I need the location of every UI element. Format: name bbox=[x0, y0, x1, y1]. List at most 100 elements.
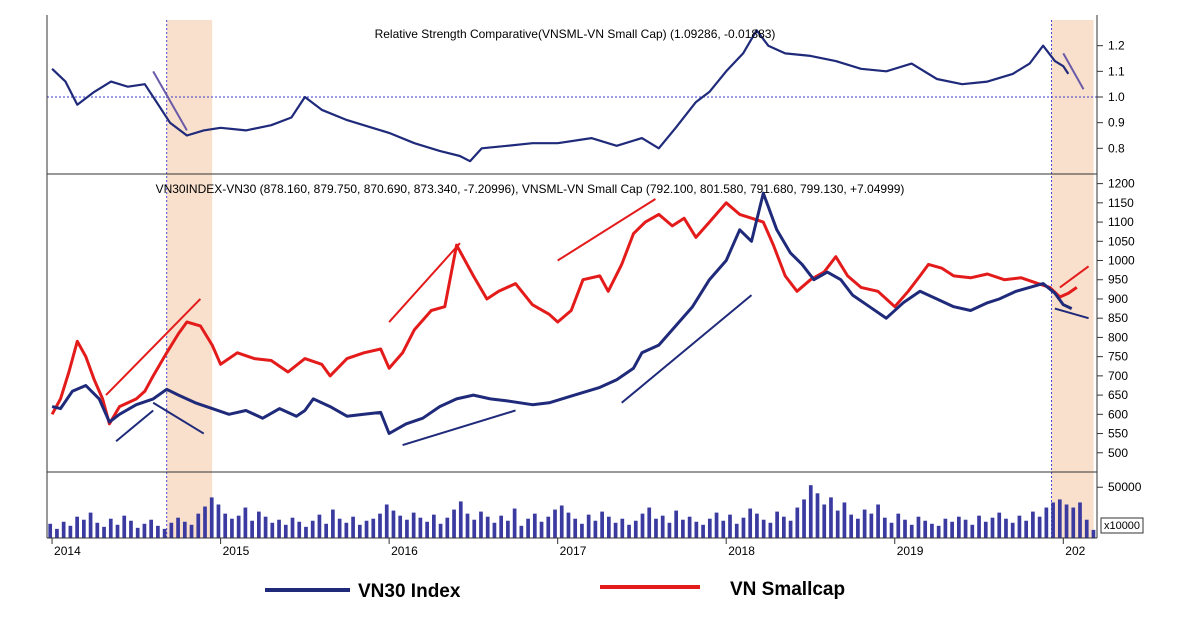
price-trendline-6 bbox=[402, 409, 516, 447]
volume-bar bbox=[236, 515, 241, 538]
volume-bar bbox=[492, 522, 497, 538]
volume-bar bbox=[546, 516, 551, 538]
volume-bar bbox=[102, 526, 106, 538]
rs-ytick-label: 1.1 bbox=[1108, 64, 1125, 78]
volume-bar bbox=[243, 507, 248, 538]
volume-bar bbox=[458, 501, 463, 538]
volume-bar bbox=[203, 506, 207, 538]
price-ytick-label: 1050 bbox=[1108, 234, 1135, 248]
volume-bar bbox=[351, 516, 355, 538]
volume-bar bbox=[88, 512, 93, 538]
volume-unit-label: x10000 bbox=[1104, 520, 1140, 532]
volume-bar bbox=[856, 518, 860, 538]
volume-ytick-label: 50000 bbox=[1108, 480, 1142, 494]
volume-bar bbox=[539, 521, 544, 538]
volume-bar bbox=[795, 507, 800, 538]
price-trendline-2 bbox=[557, 198, 656, 262]
xtick-label: 2015 bbox=[223, 544, 250, 558]
volume-bar bbox=[378, 513, 382, 538]
volume-bar bbox=[310, 520, 315, 538]
volume-bar bbox=[775, 511, 779, 538]
volume-bar bbox=[445, 517, 450, 538]
volume-bar bbox=[290, 517, 295, 538]
volume-bar bbox=[654, 518, 658, 538]
volume-bar bbox=[627, 524, 631, 538]
volume-bar bbox=[802, 499, 806, 538]
price-ytick-label: 850 bbox=[1108, 311, 1128, 325]
volume-bar bbox=[869, 513, 874, 538]
volume-bar bbox=[196, 513, 201, 538]
volume-bar bbox=[472, 519, 477, 538]
volume-bar bbox=[337, 518, 342, 538]
volume-bar bbox=[761, 519, 766, 538]
volume-bar bbox=[283, 524, 288, 538]
volume-bar bbox=[216, 504, 221, 538]
volume-bar bbox=[822, 504, 827, 538]
volume-bar bbox=[371, 518, 376, 538]
volume-bar bbox=[48, 523, 53, 538]
volume-bar bbox=[963, 519, 968, 538]
volume-bar bbox=[734, 523, 739, 538]
volume-bar bbox=[721, 520, 726, 538]
series-layer bbox=[50, 29, 1078, 435]
volume-bar bbox=[344, 522, 349, 538]
volume-bar bbox=[162, 528, 167, 538]
volume-bar bbox=[586, 514, 591, 538]
volume-bar bbox=[418, 517, 423, 538]
price-trendline-8 bbox=[1054, 307, 1089, 320]
price-trendline-3 bbox=[1059, 265, 1090, 289]
volume-bar bbox=[566, 512, 571, 538]
volume-bar bbox=[519, 525, 524, 538]
legend-label-smallcap: VN Smallcap bbox=[730, 579, 845, 600]
volume-bar bbox=[950, 521, 954, 538]
volume-bar bbox=[909, 524, 914, 538]
price-trendline-0 bbox=[105, 298, 202, 396]
volume-unit-box bbox=[1100, 517, 1144, 534]
volume-bar bbox=[405, 519, 409, 538]
volume-bar bbox=[903, 519, 907, 538]
text-layer: Relative Strength Comparative(VNSML-VN S… bbox=[54, 27, 1142, 558]
volume-bar bbox=[391, 510, 396, 538]
rs-trendline-0 bbox=[152, 70, 188, 131]
volume-bar bbox=[842, 502, 847, 538]
volume-bar bbox=[324, 523, 329, 538]
volume-bar bbox=[1010, 522, 1015, 538]
volume-bar bbox=[580, 523, 584, 538]
volume-bar bbox=[835, 510, 840, 538]
volume-bar bbox=[714, 512, 719, 538]
volume-bar bbox=[277, 519, 281, 538]
rs-ytick-label: 1.0 bbox=[1108, 90, 1125, 104]
volume-bar bbox=[1037, 516, 1042, 538]
volume-bar bbox=[115, 524, 120, 538]
volume-bar bbox=[607, 516, 611, 538]
volume-bar bbox=[620, 518, 625, 538]
volume-bar bbox=[755, 513, 759, 538]
volume-bar bbox=[432, 514, 436, 538]
volume-bar bbox=[526, 518, 530, 538]
volume-bar bbox=[95, 522, 100, 538]
volume-bar bbox=[748, 508, 753, 538]
volume-bar bbox=[997, 512, 1002, 538]
frame-layer bbox=[46, 15, 1144, 544]
rs-ytick-label: 0.9 bbox=[1108, 116, 1125, 130]
volume-bar bbox=[1078, 502, 1082, 538]
volume-bar bbox=[364, 520, 369, 538]
legend-label-vn30: VN30 Index bbox=[358, 581, 461, 602]
volume-bar bbox=[499, 515, 504, 538]
volume-bar bbox=[916, 516, 921, 538]
volume-bar bbox=[559, 505, 564, 538]
volume-bar bbox=[425, 521, 429, 538]
volume-bar bbox=[156, 525, 160, 538]
volume-bar bbox=[411, 512, 416, 538]
volume-bar bbox=[512, 508, 517, 538]
volume-bar bbox=[506, 520, 510, 538]
volume-bar bbox=[331, 509, 335, 538]
volume-bar bbox=[681, 519, 685, 538]
volume-bar bbox=[55, 528, 59, 538]
volume-bar bbox=[122, 515, 127, 538]
volume-bar bbox=[613, 522, 618, 538]
volume-bar bbox=[889, 522, 894, 538]
volume-bar bbox=[829, 497, 833, 538]
rs-ytick-label: 0.8 bbox=[1108, 141, 1125, 155]
volume-bar bbox=[694, 521, 699, 538]
